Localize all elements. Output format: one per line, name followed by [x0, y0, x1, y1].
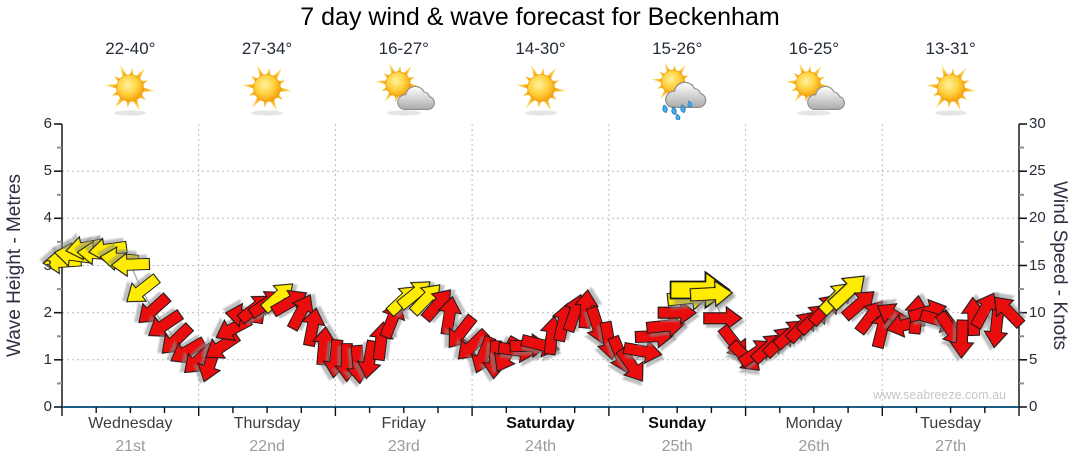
wave-axis-tick-label: 2 — [43, 303, 52, 321]
day-label: Sunday 25th — [607, 414, 747, 457]
day-label: Tuesday 27th — [881, 414, 1021, 457]
day-name: Saturday — [506, 415, 575, 432]
sun-icon — [105, 64, 156, 116]
icon-shadow — [934, 110, 967, 116]
temperature-range: 15-26° — [652, 39, 703, 58]
wind-speed-axis-label: Wind Speed - Knots — [1049, 181, 1070, 350]
day-label: Saturday 24th — [471, 414, 611, 457]
temperature-range: 22-40° — [105, 39, 156, 58]
day-name: Sunday — [648, 415, 707, 432]
day-name: Friday — [381, 415, 426, 432]
day-summary: 14-30° — [486, 38, 596, 123]
day-date: 21st — [115, 438, 146, 455]
sun-disc — [936, 74, 965, 102]
icon-shadow — [114, 110, 147, 116]
icon-shadow — [524, 110, 557, 116]
wind-arrow — [615, 346, 644, 382]
sun-icon — [925, 64, 976, 116]
page-title: 7 day wind & wave forecast for Beckenham — [300, 3, 780, 31]
sun-behind-cloud-icon — [374, 62, 435, 116]
sun-disc — [795, 71, 821, 97]
temperature-range: 13-31° — [925, 39, 976, 58]
wind-arrow — [840, 291, 875, 322]
wind-axis-tick-label: 10 — [1029, 303, 1046, 321]
day-summary: 13-31° — [896, 38, 1006, 123]
sun-disc — [116, 74, 145, 102]
wind-arrow — [826, 275, 865, 312]
temperature-range: 27-34° — [241, 39, 293, 58]
wind-arrow — [147, 308, 185, 337]
wind-axis-tick-label: 30 — [1029, 115, 1046, 132]
day-label: Thursday 22nd — [197, 414, 337, 457]
wave-axis-tick-label: 1 — [43, 350, 52, 368]
cloud — [807, 86, 845, 110]
day-date: 26th — [798, 438, 830, 455]
wave-axis-tick-label: 3 — [43, 256, 52, 274]
wind-arrow — [689, 279, 734, 308]
day-summary: 15-26° — [622, 38, 732, 125]
cloud — [396, 86, 435, 110]
temperature-range: 16-25° — [788, 39, 840, 58]
day-label: Monday 26th — [744, 414, 884, 457]
wave-axis-tick-label: 5 — [43, 162, 52, 180]
watermark: www.seabreeze.com.au — [873, 388, 1006, 402]
wave-height-axis-label: Wave Height - Metres — [4, 174, 25, 358]
wind-arrow — [993, 296, 1026, 330]
wave-axis-tick-label: 4 — [43, 209, 52, 227]
day-name: Monday — [785, 415, 843, 432]
wave-axis-tick-label: 6 — [43, 115, 52, 132]
sun-cloud-rain-icon — [651, 61, 707, 122]
day-label: Friday 23rd — [334, 414, 474, 457]
sun-disc — [526, 74, 555, 102]
wind-arrow — [286, 294, 314, 332]
wind-axis-tick-label: 25 — [1029, 162, 1046, 180]
wind-axis-tick-label: 0 — [1029, 398, 1038, 415]
temperature-range: 14-30° — [515, 39, 566, 58]
day-date: 27th — [935, 438, 967, 455]
wind-arrow — [457, 327, 491, 360]
wind-arrow — [622, 339, 663, 365]
wind-arrow — [645, 313, 686, 339]
wind-axis-tick-label: 20 — [1029, 209, 1046, 227]
day-summary: 16-25° — [759, 38, 869, 123]
icon-shadow — [796, 110, 831, 116]
sun-behind-cloud-icon — [785, 62, 845, 116]
wind-arrow — [703, 305, 743, 331]
icon-shadow — [251, 110, 284, 116]
day-summary: 22-40° — [75, 38, 185, 123]
day-summary: 16-27° — [349, 38, 459, 123]
cloud — [665, 81, 707, 108]
wind-arrow — [448, 313, 478, 349]
wind-arrow — [983, 308, 1009, 349]
sun-disc — [253, 74, 281, 102]
wave-axis-tick-label: 0 — [43, 398, 52, 415]
day-name: Thursday — [233, 415, 301, 432]
icon-shadow — [386, 110, 421, 116]
day-date: 22nd — [249, 438, 285, 455]
wind-arrow — [657, 300, 698, 326]
day-date: 23rd — [387, 438, 420, 455]
sun-disc — [385, 71, 411, 97]
wind-arrow — [300, 307, 326, 348]
day-name: Tuesday — [920, 415, 982, 432]
rain-drops — [662, 100, 693, 122]
wind-arrow — [110, 252, 151, 278]
sun-icon — [515, 64, 566, 116]
day-label: Wednesday 21st — [60, 414, 200, 457]
day-date: 25th — [661, 438, 693, 455]
wind-arrow — [126, 273, 161, 303]
wind-axis-tick-label: 5 — [1029, 350, 1038, 368]
day-summary: 27-34° — [212, 38, 322, 123]
day-date: 24th — [524, 438, 557, 455]
day-name: Wednesday — [88, 415, 173, 432]
temperature-range: 16-27° — [378, 39, 429, 58]
wind-axis-tick-label: 15 — [1029, 256, 1046, 274]
wind-arrow — [949, 319, 975, 360]
sun-icon — [241, 64, 293, 116]
